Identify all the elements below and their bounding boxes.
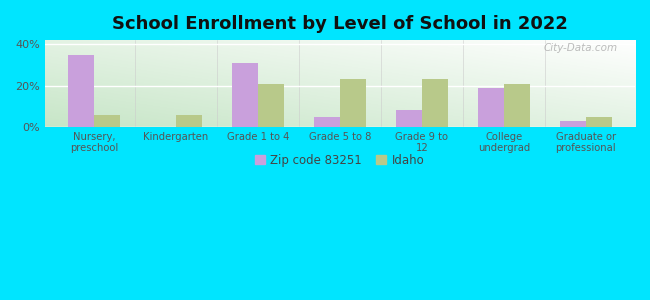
Text: City-Data.com: City-Data.com	[543, 43, 618, 53]
Bar	[478, 88, 504, 127]
Bar	[560, 121, 586, 127]
Bar	[586, 117, 612, 127]
Bar	[396, 110, 422, 127]
Legend: Zip code 83251, Idaho: Zip code 83251, Idaho	[250, 149, 429, 171]
Bar	[422, 80, 448, 127]
Bar	[176, 115, 202, 127]
Bar	[340, 80, 366, 127]
Bar	[258, 83, 284, 127]
Bar	[313, 117, 340, 127]
Bar	[231, 63, 258, 127]
Bar	[94, 115, 120, 127]
Bar	[68, 55, 94, 127]
Bar	[504, 83, 530, 127]
Title: School Enrollment by Level of School in 2022: School Enrollment by Level of School in …	[112, 15, 567, 33]
